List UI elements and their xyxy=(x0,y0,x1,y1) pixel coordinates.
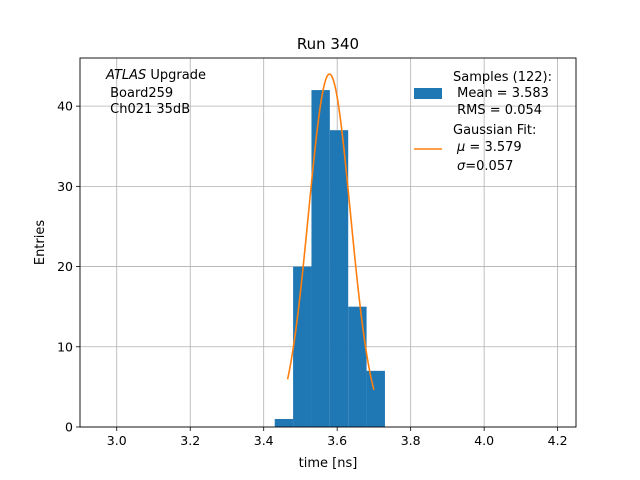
annotation-upgrade: Upgrade xyxy=(146,68,206,83)
x-tick-label: 3.0 xyxy=(107,433,127,448)
legend-samples-line-1: Samples (122): xyxy=(453,70,552,85)
x-tick-label: 4.0 xyxy=(474,433,494,448)
legend-fit-line-1: Gaussian Fit: xyxy=(453,123,536,138)
histogram-bar xyxy=(293,266,312,427)
legend-sigma-symbol: σ xyxy=(457,159,466,174)
histogram-bar xyxy=(311,90,330,427)
legend-sigma-value: =0.057 xyxy=(465,159,513,174)
legend-mu-symbol: μ xyxy=(456,140,465,155)
x-tick-label: 3.2 xyxy=(180,433,200,448)
x-axis-label: time [ns] xyxy=(299,456,358,471)
annotation-atlas: ATLAS xyxy=(105,68,146,83)
x-tick-label: 3.6 xyxy=(327,433,347,448)
y-tick-label: 40 xyxy=(57,99,73,114)
legend-samples-swatch xyxy=(414,88,442,99)
annotation-line-3: Ch021 35dB xyxy=(106,102,190,117)
y-tick-label: 30 xyxy=(57,179,73,194)
histogram-bar xyxy=(348,306,367,427)
x-tick-label: 3.8 xyxy=(401,433,421,448)
legend-samples-line-3: RMS = 0.054 xyxy=(453,103,542,118)
y-axis-label: Entries xyxy=(33,220,48,266)
y-tick-label: 0 xyxy=(65,420,73,435)
legend-mu-value: = 3.579 xyxy=(465,140,521,155)
legend-fit-line-3: σ=0.057 xyxy=(457,159,513,174)
histogram-bars xyxy=(274,90,385,427)
x-axis-ticks: 3.0 3.2 3.4 3.6 3.8 4.0 4.2 xyxy=(107,427,568,448)
histogram-bar xyxy=(274,418,294,427)
histogram-bar xyxy=(366,370,385,427)
x-tick-label: 4.2 xyxy=(548,433,568,448)
y-tick-label: 10 xyxy=(57,339,73,354)
legend: Samples (122): Mean = 3.583 RMS = 0.054 … xyxy=(414,70,552,174)
x-tick-label: 3.4 xyxy=(254,433,274,448)
y-tick-label: 20 xyxy=(57,259,73,274)
annotation-line-1: ATLAS Upgrade xyxy=(105,68,206,83)
histogram-bar xyxy=(329,130,349,427)
gaussian-fit-curve xyxy=(286,73,375,391)
legend-samples-line-2: Mean = 3.583 xyxy=(453,86,549,101)
chart-title: Run 340 xyxy=(297,35,359,53)
plot-frame xyxy=(79,57,577,428)
legend-fit-line-2: μ = 3.579 xyxy=(456,140,522,155)
annotation-line-2: Board259 xyxy=(106,86,173,101)
y-axis-ticks: 0 10 20 30 40 xyxy=(57,99,80,435)
